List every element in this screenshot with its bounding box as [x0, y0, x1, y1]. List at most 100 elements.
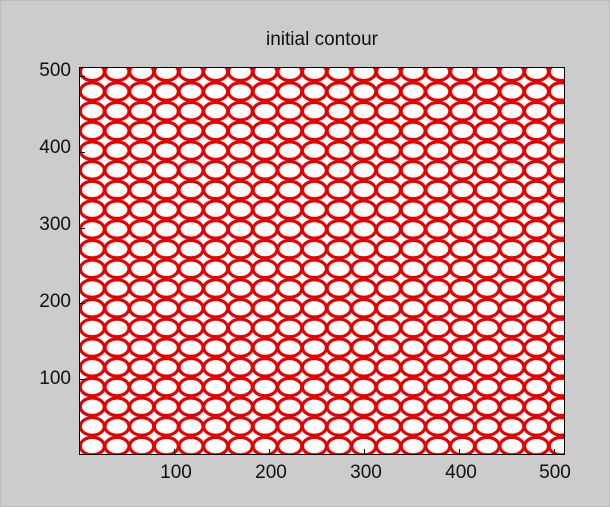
contour-circle-347 [350, 120, 378, 142]
contour-circle-305 [350, 159, 378, 181]
contour-circle-263 [350, 199, 378, 221]
contour-circle-237 [226, 219, 255, 240]
contour-circle-122 [498, 337, 526, 358]
contour-circle-258 [226, 199, 255, 221]
contour-circle-385 [251, 81, 279, 102]
contour-circle-183 [448, 278, 477, 299]
contour-circle-19 [547, 435, 564, 454]
contour-circle-5 [202, 435, 230, 454]
contour-circle-42 [80, 396, 106, 418]
contour-circle-141 [448, 317, 477, 339]
contour-circle-201 [374, 258, 403, 280]
contour-circle-349 [399, 120, 427, 142]
contour-circle-276 [152, 179, 180, 201]
xtick-label-400: 400 [445, 462, 477, 483]
contour-circle-246 [448, 219, 477, 240]
contour-circle-210 [80, 238, 106, 260]
plot-title: initial contour [266, 29, 378, 50]
contour-circle-105 [80, 337, 106, 358]
contour-circle-90 [226, 356, 255, 378]
contour-circle-211 [103, 238, 131, 260]
contour-circle-164 [498, 297, 526, 319]
contour-circle-408 [300, 68, 329, 83]
contour-circle-360 [152, 100, 180, 122]
contour-circle-27 [226, 416, 255, 437]
contour-circle-357 [80, 100, 106, 122]
contour-circle-47 [202, 396, 230, 418]
contour-circle-324 [300, 140, 329, 161]
contour-circle-81 [522, 376, 551, 398]
contour-circle-235 [177, 219, 205, 240]
contour-circle-339 [152, 120, 180, 142]
contour-circle-231 [80, 219, 106, 240]
contour-circle-372 [448, 100, 477, 122]
contour-circle-128 [128, 317, 156, 339]
contour-circle-250 [547, 219, 564, 240]
contour-circle-379 [103, 81, 131, 102]
contour-circle-35 [424, 416, 452, 437]
contour-circle-267 [448, 199, 477, 221]
contour-circle-400 [103, 68, 131, 83]
contour-circle-328 [399, 140, 427, 161]
contour-circle-43 [103, 396, 131, 418]
contour-circle-316 [103, 140, 131, 161]
contour-circle-139 [399, 317, 427, 339]
contour-circle-318 [152, 140, 180, 161]
contour-circle-46 [177, 396, 205, 418]
contour-circle-394 [473, 81, 501, 102]
contour-circle-131 [202, 317, 230, 339]
contour-circle-191 [128, 258, 156, 280]
contour-circle-0 [80, 435, 106, 454]
contour-circle-16 [473, 435, 501, 454]
contour-circle-248 [498, 219, 526, 240]
contour-circle-44 [128, 396, 156, 418]
contour-circle-303 [300, 159, 329, 181]
xtick-label-300: 300 [350, 462, 382, 483]
contour-circle-32 [350, 416, 378, 437]
contour-circle-261 [300, 199, 329, 221]
contour-circle-179 [350, 278, 378, 299]
contour-circle-190 [103, 258, 131, 280]
contour-circle-416 [498, 68, 526, 83]
contour-circle-182 [424, 278, 452, 299]
ytick-label-100: 100 [39, 368, 71, 389]
contour-circle-363 [226, 100, 255, 122]
contour-circle-329 [424, 140, 452, 161]
contour-circle-264 [374, 199, 403, 221]
contour-circle-319 [177, 140, 205, 161]
contour-circle-226 [473, 238, 501, 260]
contour-circle-28 [251, 416, 279, 437]
contour-circle-406 [251, 68, 279, 83]
contour-circle-224 [424, 238, 452, 260]
contour-circle-59 [498, 396, 526, 418]
contour-circle-126 [80, 317, 106, 339]
contour-circle-269 [498, 199, 526, 221]
contour-circle-304 [325, 159, 353, 181]
contour-circle-170 [128, 278, 156, 299]
contour-circle-193 [177, 258, 205, 280]
contour-circle-66 [152, 376, 180, 398]
contour-circle-96 [374, 356, 403, 378]
contour-circle-102 [522, 356, 551, 378]
contour-circle-405 [226, 68, 255, 83]
contour-circle-123 [522, 337, 551, 358]
contour-circle-80 [498, 376, 526, 398]
contour-circle-219 [300, 238, 329, 260]
contour-circle-241 [325, 219, 353, 240]
contour-circle-401 [128, 68, 156, 83]
contour-circle-321 [226, 140, 255, 161]
xtick-mark-500 [553, 449, 555, 455]
ytick-label-200: 200 [39, 291, 71, 312]
contour-circle-287 [424, 179, 452, 201]
ytick-label-400: 400 [39, 137, 71, 158]
contour-circle-285 [374, 179, 403, 201]
contour-circle-119 [424, 337, 452, 358]
ytick-mark-400 [79, 151, 85, 153]
contour-circle-38 [498, 416, 526, 437]
contour-circle-54 [374, 396, 403, 418]
contour-circle-345 [300, 120, 329, 142]
contour-circle-158 [350, 297, 378, 319]
contour-circle-133 [251, 317, 279, 339]
contour-circle-155 [276, 297, 304, 319]
contour-circle-113 [276, 337, 304, 358]
